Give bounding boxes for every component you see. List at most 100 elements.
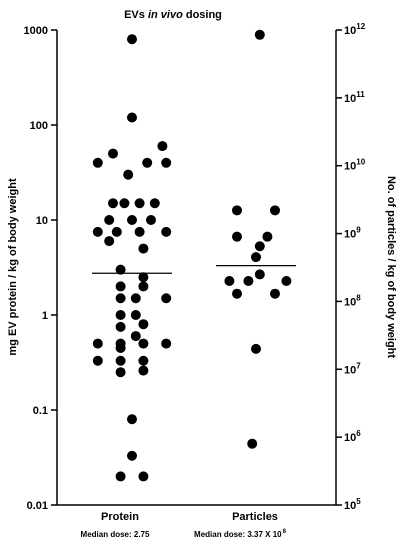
y-axis-label-left: mg EV protein / kg of body weight [7, 178, 19, 356]
protein-point-37 [115, 342, 126, 353]
particles-point-7 [254, 269, 265, 280]
right-tick-label-1: 106 [344, 429, 361, 444]
particles-point-1 [232, 205, 242, 216]
protein-point-39 [115, 355, 126, 366]
protein-point-27 [161, 293, 172, 304]
particles-point-4 [262, 231, 273, 242]
protein-point-40 [138, 355, 149, 366]
protein-point-30 [115, 321, 126, 332]
right-tick-base-7: 10 [344, 25, 356, 37]
right-tick-base-0: 10 [344, 500, 356, 512]
left-tick-label-2: 1 [42, 310, 48, 322]
right-tick-label-6: 1011 [344, 90, 365, 105]
right-tick-exp-4: 9 [356, 226, 361, 235]
particles-point-3 [232, 231, 242, 242]
left-tick-label-0: 0.01 [27, 500, 48, 512]
median-lines [92, 265, 296, 274]
right-tick-label-3: 108 [344, 293, 361, 308]
left-tick-label-4: 100 [30, 120, 48, 132]
protein-point-14 [146, 215, 156, 225]
particles-point-2 [270, 205, 280, 216]
protein-point-43 [127, 414, 137, 425]
chart-title-italic: in vivo [148, 9, 183, 21]
category-label-particles: Particles [232, 511, 278, 523]
median-label-protein: Median dose: 2.75 [81, 530, 150, 539]
protein-point-35 [138, 338, 149, 349]
protein-point-33 [92, 338, 103, 349]
protein-point-23 [115, 281, 126, 292]
median-label-particles-text: Median dose: 3.37 X 10 [194, 530, 282, 539]
particles-point-6 [251, 252, 261, 263]
protein-point-17 [134, 226, 145, 237]
right-tick-exp-7: 12 [356, 22, 365, 31]
right-tick-label-5: 1010 [344, 158, 366, 173]
right-tick-exp-3: 8 [356, 293, 361, 302]
protein-point-32 [130, 331, 141, 342]
protein-point-6 [161, 157, 172, 168]
data-points [92, 29, 292, 482]
protein-point-10 [134, 198, 145, 209]
right-tick-exp-2: 7 [356, 361, 361, 370]
protein-point-28 [115, 310, 126, 320]
protein-point-2 [157, 141, 168, 152]
right-tick-base-5: 10 [344, 161, 356, 173]
chart-title-plain: EVs [124, 9, 148, 21]
particles-point-5 [254, 241, 265, 252]
protein-point-15 [92, 226, 103, 237]
protein-point-1 [127, 112, 137, 123]
protein-point-5 [142, 157, 153, 168]
right-tick-exp-5: 10 [356, 158, 365, 167]
protein-point-9 [119, 198, 130, 209]
particles-point-14 [247, 438, 258, 449]
protein-point-20 [138, 243, 149, 254]
protein-point-7 [123, 169, 134, 180]
particles-point-0 [254, 29, 265, 40]
particles-point-10 [281, 276, 292, 287]
protein-point-38 [92, 355, 103, 366]
right-tick-base-2: 10 [344, 364, 356, 376]
right-tick-base-1: 10 [344, 432, 356, 444]
right-tick-base-3: 10 [344, 296, 356, 308]
protein-point-46 [138, 471, 149, 482]
right-tick-label-2: 107 [344, 361, 361, 376]
protein-point-41 [115, 367, 126, 378]
y-axis-label-right: No. of particles / kg of body weight [385, 176, 397, 358]
protein-point-42 [138, 365, 149, 376]
right-tick-base-4: 10 [344, 229, 356, 241]
left-tick-label-5: 1000 [24, 25, 48, 37]
protein-point-36 [161, 338, 172, 349]
median-label-particles: Median dose: 3.37 X 108 [194, 529, 287, 539]
protein-point-11 [149, 198, 160, 209]
right-tick-base-6: 10 [344, 93, 356, 105]
median-label-particles-exp: 8 [283, 529, 287, 535]
left-tick-label-3: 10 [36, 215, 48, 227]
right-tick-label-0: 105 [344, 497, 361, 512]
chart-title: EVs in vivo dosing [124, 9, 222, 21]
left-axis-ticks: 0.01 0.1 1 10 100 1000 [24, 25, 57, 512]
protein-point-16 [111, 226, 122, 237]
right-tick-exp-6: 11 [356, 90, 365, 99]
chart-title-tail: dosing [183, 9, 222, 21]
protein-point-25 [115, 293, 126, 304]
particles-point-8 [224, 276, 235, 287]
protein-point-3 [108, 148, 118, 159]
protein-point-45 [115, 471, 126, 482]
protein-point-29 [130, 310, 141, 320]
particles-point-13 [251, 343, 261, 354]
particles-point-12 [270, 288, 280, 299]
category-label-protein: Protein [101, 511, 139, 523]
right-tick-exp-1: 6 [356, 429, 361, 438]
protein-point-44 [127, 450, 137, 461]
protein-point-0 [127, 34, 137, 45]
left-tick-label-1: 0.1 [33, 405, 48, 417]
protein-point-12 [104, 215, 115, 225]
protein-point-18 [161, 226, 172, 237]
protein-point-8 [108, 198, 118, 209]
particles-point-9 [243, 276, 254, 287]
protein-point-22 [138, 272, 149, 283]
protein-point-31 [138, 319, 149, 330]
protein-point-4 [92, 157, 103, 168]
right-tick-label-4: 109 [344, 226, 361, 241]
